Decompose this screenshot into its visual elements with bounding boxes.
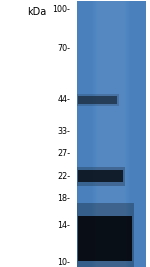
Text: 10-: 10- xyxy=(58,258,70,267)
Text: 33-: 33- xyxy=(58,127,70,136)
Text: 22-: 22- xyxy=(57,172,70,181)
Text: 44-: 44- xyxy=(58,95,70,104)
Text: 18-: 18- xyxy=(58,194,70,203)
Text: kDa: kDa xyxy=(27,7,46,17)
Text: 100-: 100- xyxy=(53,5,70,14)
Text: 27-: 27- xyxy=(57,149,70,158)
Text: 14-: 14- xyxy=(58,221,70,230)
Text: 70-: 70- xyxy=(57,44,70,53)
